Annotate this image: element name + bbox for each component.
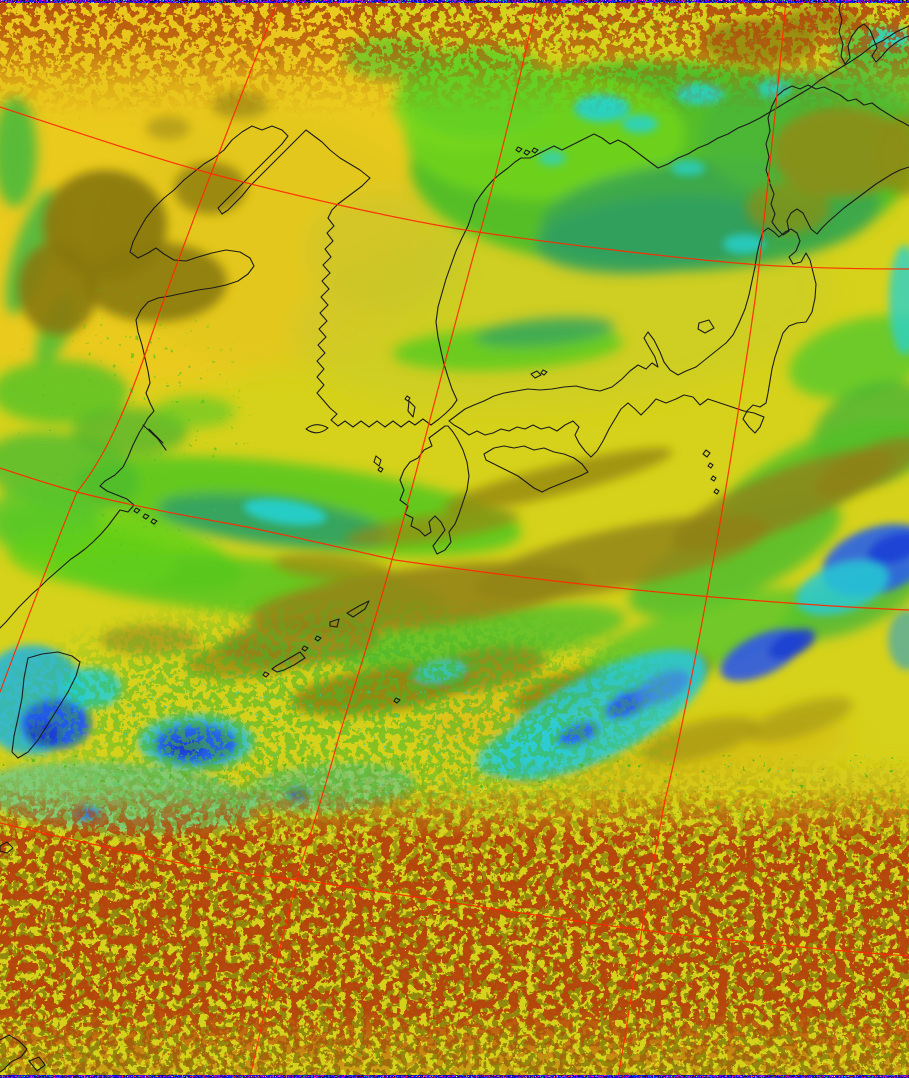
cloud-blob-green (338, 603, 626, 673)
cloud-blob-olive (146, 116, 190, 140)
tint-blob (770, 767, 909, 833)
cloud-blob-olive (100, 625, 200, 655)
cloud-blob-cold (889, 245, 909, 355)
cloud-blob-cold (538, 150, 566, 166)
coastline-korea (316, 157, 522, 428)
coastline-luzon-corner (0, 841, 46, 1073)
cloud-blob-olive (212, 91, 268, 119)
cloud-blob-cold (676, 83, 724, 105)
cloud-blob-olive (747, 697, 853, 743)
coastline-zhoushan (133, 507, 158, 525)
cloud-blob-olive (702, 18, 818, 66)
cloud-blob-olive (875, 115, 909, 195)
coastline-sado (697, 319, 715, 334)
cloud-blob-green (628, 499, 842, 617)
graticule-parallel-1 (0, 106, 909, 270)
coastline-vladivostok-islets (515, 146, 539, 156)
graticule-meridian-2 (249, 0, 538, 1078)
cloud-blob-green (0, 360, 128, 424)
cloud-blob-cold (888, 610, 909, 670)
coastline-yangtze-mouth (142, 424, 167, 451)
cloud-blob-cold (286, 787, 310, 801)
cloud-blob-olive (344, 510, 520, 546)
cloud-blob-cold (168, 739, 204, 757)
cloud-blob-cold (412, 659, 468, 685)
cloud-blob-cold (671, 160, 705, 176)
cloud-blob-green (0, 97, 37, 207)
cloud-blob-cold (243, 498, 327, 526)
cold-cloud-layer (0, 28, 909, 835)
cloud-blob-olive (422, 647, 546, 693)
cloud-blob-cold (795, 560, 889, 616)
speckle-field (0, 770, 909, 1070)
coastline-oki (530, 369, 548, 379)
cloud-blob-olive (443, 447, 673, 513)
cloud-blob-olive (174, 162, 246, 214)
cloud-blob-green (344, 35, 440, 79)
coastline-honshu (448, 227, 817, 458)
green-cloud-layer (0, 23, 909, 688)
coastline-shikoku (483, 445, 589, 493)
graticule-parallel-2 (0, 467, 909, 611)
cloud-blob-cold (557, 721, 599, 747)
cloud-blob-green (475, 316, 615, 348)
coastline-tsushima (404, 395, 416, 418)
cloud-blob-green (155, 396, 235, 428)
coastline-taiwan (11, 651, 81, 759)
cloud-blob-green (7, 529, 177, 587)
tint-blob (305, 190, 465, 310)
cloud-blob-olive (814, 437, 909, 499)
cloud-blob-olive (782, 5, 862, 35)
cloud-blob-green (72, 408, 188, 456)
cloud-blob-cold (634, 670, 690, 706)
cloud-blob-cold (622, 115, 658, 133)
graticule-meridian-3 (617, 0, 787, 1078)
cloud-blob-olive (185, 641, 305, 679)
coastline-ryukyu (262, 600, 401, 704)
cloud-blob-cold (757, 80, 791, 98)
cloud-blob-cold (26, 723, 62, 747)
tint-blob (0, 0, 320, 120)
coastline-hokkaido-north (765, 84, 909, 183)
coastline-goto (373, 455, 384, 473)
coastline-hokkaido-south (769, 166, 909, 236)
cloud-blob-olive (772, 107, 909, 197)
cloud-blob-olive (83, 242, 227, 322)
cloud-blob-cold (74, 806, 102, 822)
cloud-blob-cold (62, 668, 122, 708)
cloud-blob-cold (768, 628, 816, 660)
cloud-blob-cold (476, 718, 588, 778)
cloud-blob-cold (868, 532, 909, 564)
coastline-izu-islands (702, 449, 720, 495)
cloud-blob-green (402, 44, 558, 140)
cloud-blob-cold (723, 234, 765, 254)
coastline-china-bohai-fujian (0, 125, 371, 629)
scanline-noise-strip (0, 0, 909, 3)
cloud-blob-cold (574, 94, 630, 122)
coastline-primorye-russia (520, 25, 909, 169)
coastline-sakhalin (838, 0, 909, 65)
coastline-kyushu (399, 425, 470, 555)
speckle-field (700, 0, 909, 60)
cloud-blob-cold (0, 761, 258, 835)
cloud-blob-olive (18, 241, 98, 335)
cloud-blob-green (535, 195, 775, 275)
cloud-blob-olive (274, 553, 390, 581)
coastline-jeju (305, 424, 329, 434)
cloud-blob-olive (641, 716, 759, 764)
graticule-meridian-1 (0, 0, 279, 693)
graticule-parallel-3 (0, 822, 909, 957)
cloud-blob-cold (245, 763, 415, 813)
speckle-field (0, 285, 260, 585)
